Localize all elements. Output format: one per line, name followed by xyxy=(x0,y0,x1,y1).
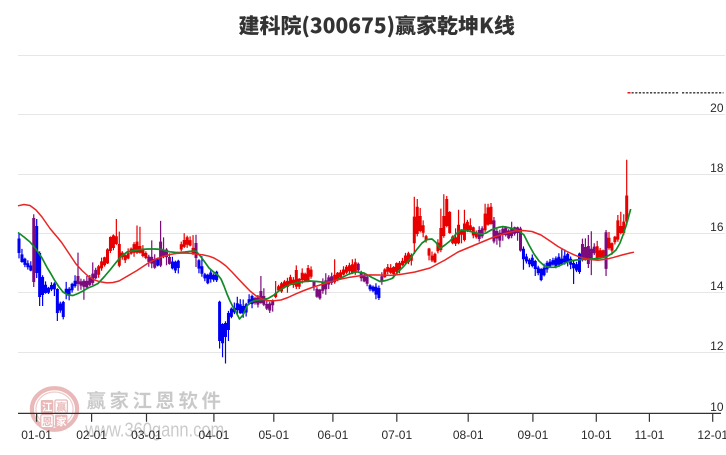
svg-text:10: 10 xyxy=(710,400,724,414)
svg-text:16: 16 xyxy=(710,220,724,234)
svg-text:03-01: 03-01 xyxy=(131,428,162,442)
svg-text:04-01: 04-01 xyxy=(199,428,230,442)
svg-text:18: 18 xyxy=(710,161,724,175)
svg-text:10-01: 10-01 xyxy=(581,428,612,442)
svg-text:07-01: 07-01 xyxy=(381,428,412,442)
svg-text:11-01: 11-01 xyxy=(634,428,664,442)
svg-text:www.360gann.com: www.360gann.com xyxy=(84,420,224,442)
svg-text:06-01: 06-01 xyxy=(318,428,349,442)
svg-text:09-01: 09-01 xyxy=(518,428,549,442)
svg-text:12: 12 xyxy=(710,339,724,353)
svg-text:02-01: 02-01 xyxy=(76,428,107,442)
svg-text:01-01: 01-01 xyxy=(21,428,52,442)
svg-text:20: 20 xyxy=(710,101,724,115)
svg-text:12-01: 12-01 xyxy=(697,428,726,442)
svg-text:05-01: 05-01 xyxy=(258,428,289,442)
svg-text:14: 14 xyxy=(710,279,724,293)
svg-text:08-01: 08-01 xyxy=(453,428,484,442)
